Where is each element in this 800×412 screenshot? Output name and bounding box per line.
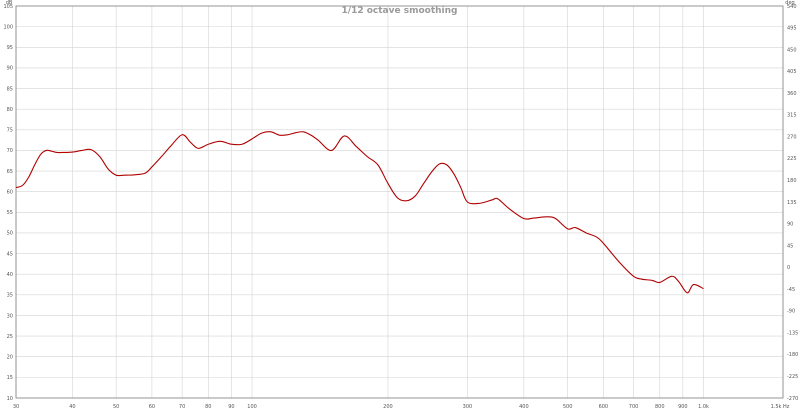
- y-tick-label: 50: [7, 231, 13, 237]
- y2-tick-label: 450: [787, 47, 797, 53]
- x-tick-label: 40: [69, 404, 75, 410]
- x-tick-label: 800: [655, 404, 665, 410]
- y2-tick-label: 495: [787, 26, 797, 32]
- x-tick-label: 60: [149, 404, 155, 410]
- y-tick-label: 85: [7, 86, 13, 92]
- y2-tick-label: 180: [787, 178, 797, 184]
- y-tick-label: 25: [7, 334, 13, 340]
- y-tick-label: 65: [7, 169, 13, 175]
- y-tick-label: 100: [3, 24, 13, 30]
- y2-tick-label: -270: [787, 396, 798, 402]
- x-tick-label: 1.0k: [698, 404, 709, 410]
- y2-tick-label: 135: [787, 200, 797, 206]
- y2-tick-label: -225: [787, 374, 798, 380]
- spl-response-line: [15, 131, 704, 294]
- y-tick-label: 45: [7, 251, 13, 257]
- y-tick-label: 75: [7, 128, 13, 134]
- x-tick-label: 300: [463, 404, 473, 410]
- y2-tick-label: 45: [787, 243, 793, 249]
- x-tick-label: 900: [678, 404, 688, 410]
- x-tick-label: 70: [179, 404, 185, 410]
- y2-tick-label: 540: [787, 4, 797, 10]
- x-tick-label: 400: [519, 404, 529, 410]
- y-tick-label: 105: [3, 4, 13, 10]
- plot-area: [15, 5, 784, 399]
- y2-tick-label: 90: [787, 222, 793, 228]
- x-tick-label: 90: [228, 404, 234, 410]
- y-tick-label: 60: [7, 189, 13, 195]
- right-axis-ticks: 54049545040536031527022518013590450-45-9…: [787, 4, 798, 402]
- y-tick-label: 55: [7, 210, 13, 216]
- right-axis-unit: deg: [785, 0, 794, 6]
- y2-tick-label: 0: [787, 265, 790, 271]
- bottom-axis-unit: 1.5k Hz: [771, 404, 790, 410]
- x-tick-label: 100: [247, 404, 257, 410]
- y2-tick-label: 270: [787, 134, 797, 140]
- x-tick-label: 600: [599, 404, 609, 410]
- x-tick-label: 30: [13, 404, 19, 410]
- y-tick-label: 95: [7, 45, 13, 51]
- y-tick-label: 30: [7, 313, 13, 319]
- y-tick-label: 20: [7, 355, 13, 361]
- y-tick-label: 70: [7, 148, 13, 154]
- y2-tick-label: 360: [787, 91, 797, 97]
- bottom-axis-ticks: 30 40 50 60 70 80 90 100 200 300 400 500 600 700 800 90…: [13, 404, 709, 410]
- x-tick-label: 80: [205, 404, 211, 410]
- y-tick-label: 80: [7, 107, 13, 113]
- x-tick-label: 200: [383, 404, 393, 410]
- y-tick-label: 15: [7, 375, 13, 381]
- x-tick-label: 700: [629, 404, 639, 410]
- y2-tick-label: 405: [787, 69, 797, 75]
- y-tick-label: 10: [7, 396, 13, 402]
- left-axis-unit: dB: [6, 0, 13, 6]
- grid: [15, 5, 784, 399]
- y2-tick-label: 315: [787, 113, 797, 119]
- y-tick-label: 35: [7, 293, 13, 299]
- y2-tick-label: -45: [787, 287, 795, 293]
- y2-tick-label: -180: [787, 352, 798, 358]
- y-tick-label: 90: [7, 66, 13, 72]
- y2-tick-label: -135: [787, 330, 798, 336]
- y2-tick-label: -90: [787, 309, 795, 315]
- x-tick-label: 500: [563, 404, 573, 410]
- chart-title: 1/12 octave smoothing: [342, 6, 458, 16]
- y2-tick-label: 225: [787, 156, 797, 162]
- left-axis-ticks: 105 100 95 90 85 80 75 70 65 60 55 50 45 40 35 30 25 20 15…: [3, 4, 13, 402]
- x-tick-label: 50: [113, 404, 119, 410]
- y-tick-label: 40: [7, 272, 13, 278]
